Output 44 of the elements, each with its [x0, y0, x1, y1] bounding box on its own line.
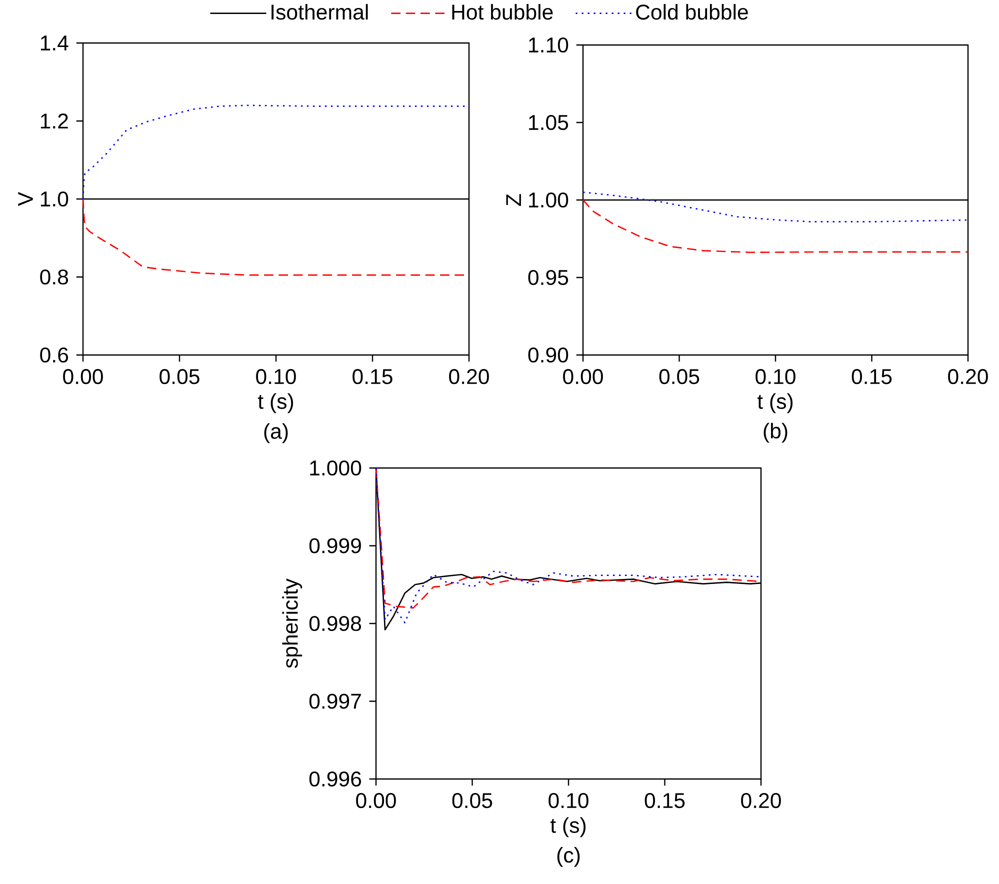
y-tick-label: 0.8: [40, 269, 68, 285]
x-tick-label: 0.00: [356, 793, 396, 808]
line-series: [582, 192, 969, 222]
x-tick-label: 0.05: [160, 369, 200, 384]
y-axis-title: Z: [506, 194, 521, 206]
x-tick-label: 0.15: [352, 369, 392, 384]
x-tick-label: 0.05: [659, 369, 700, 384]
x-tick-label: 0.00: [563, 369, 603, 384]
x-tick-label: 0.05: [452, 793, 492, 808]
legend-label: Hot bubble: [452, 4, 553, 20]
line-series: [582, 199, 969, 254]
y-tick-label: 0.998: [309, 616, 362, 632]
x-tick-label: 0.20: [449, 369, 489, 384]
y-tick-label: 1.2: [40, 114, 68, 128]
text: (b): [764, 422, 788, 443]
x-tick-label: 0.10: [548, 793, 588, 808]
x-tick-label: 0.10: [256, 369, 296, 384]
y-tick-label: 1.000: [310, 460, 362, 476]
x-tick-label: 0.20: [741, 793, 781, 808]
y-tick-label: 1.10: [529, 37, 568, 53]
text: (a): [264, 423, 288, 444]
legend-label: Cold bubble: [636, 4, 748, 20]
x-tick-label: 0.00: [63, 369, 103, 384]
y-tick-label: 1.05: [529, 114, 568, 130]
y-tick-label: 0.90: [528, 347, 568, 363]
text: (c): [557, 847, 580, 867]
y-tick-label: 0.6: [40, 347, 68, 363]
y-tick-label: 0.999: [309, 538, 361, 554]
y-tick-label: 0.996: [309, 771, 362, 787]
x-tick-label: 0.10: [756, 369, 796, 384]
x-axis-title: t (s): [550, 817, 586, 838]
x-tick-label: 0.15: [644, 793, 685, 808]
y-axis-title: sphericity: [282, 578, 302, 668]
y-tick-label: 1.00: [529, 192, 568, 208]
y-tick-label: 0.997: [309, 694, 361, 709]
x-tick-label: 0.20: [948, 369, 988, 384]
y-axis-title: V: [18, 192, 33, 206]
y-tick-label: 1.4: [40, 36, 68, 50]
x-axis-title: t (s): [258, 393, 294, 414]
y-tick-label: 1.0: [40, 191, 68, 207]
legend-label: Isothermal: [272, 4, 368, 20]
x-tick-label: 0.15: [852, 369, 892, 384]
x-axis-title: t (s): [757, 393, 793, 414]
y-tick-label: 0.95: [528, 270, 568, 286]
